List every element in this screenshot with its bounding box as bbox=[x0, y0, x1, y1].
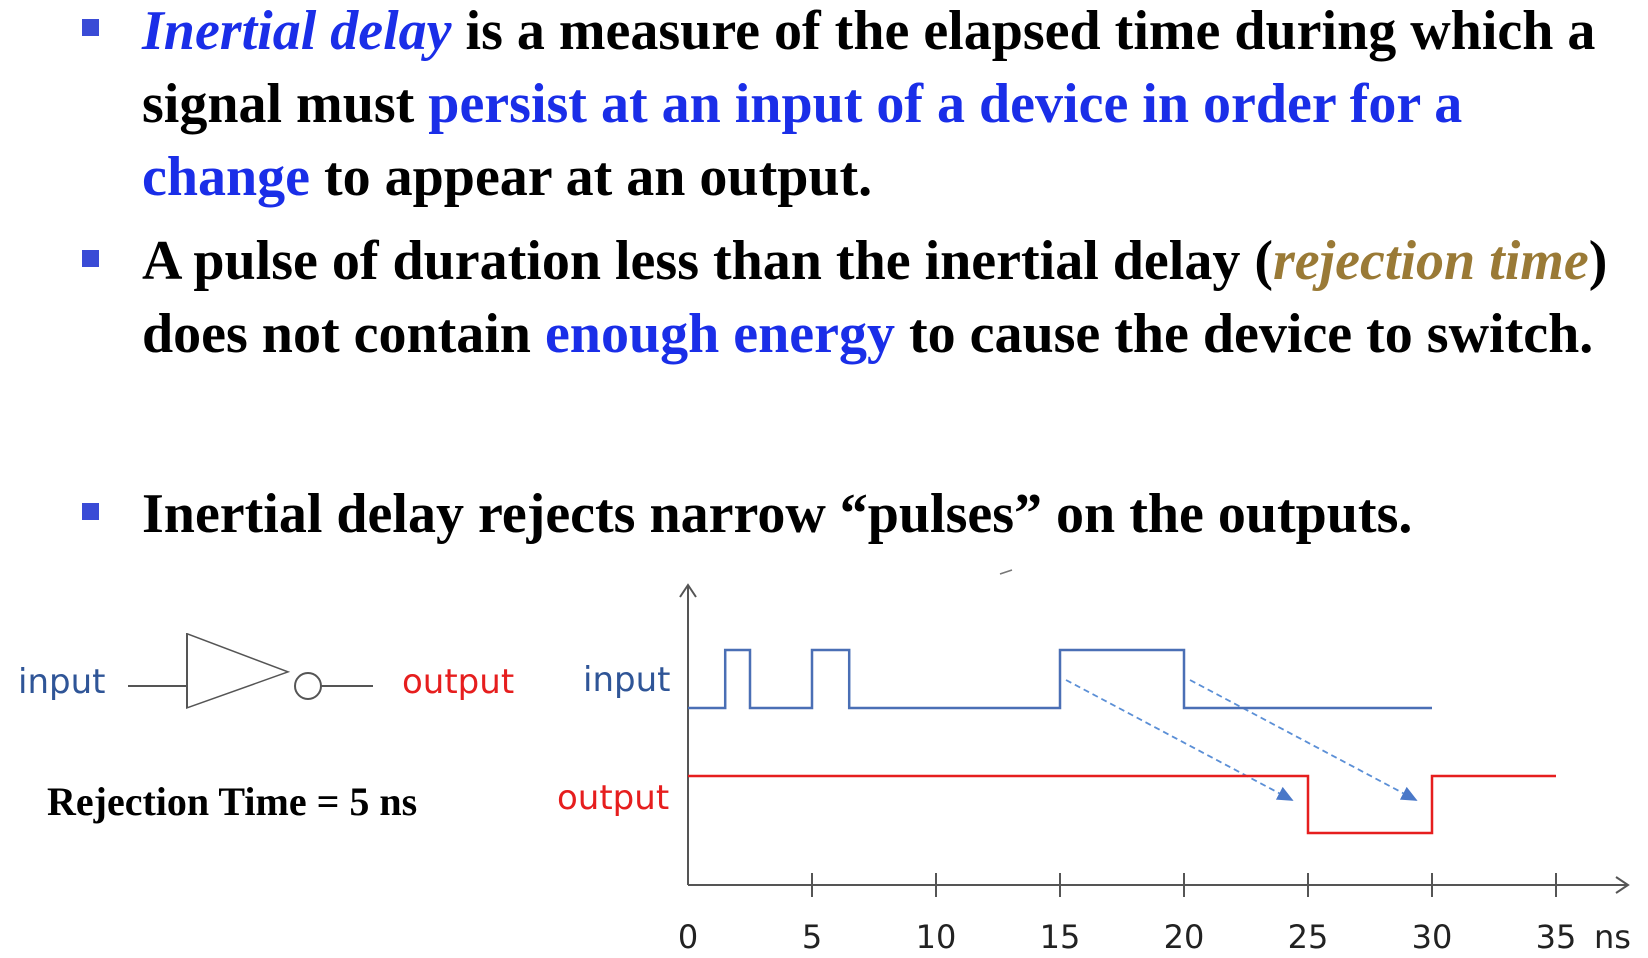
x-tick-label: 20 bbox=[1164, 918, 1205, 956]
term-rejection-time: rejection time bbox=[1272, 230, 1589, 292]
text-segment: ) does not contain bbox=[142, 230, 1608, 365]
x-tick-label: 25 bbox=[1288, 918, 1329, 956]
square-bullet-icon bbox=[82, 19, 99, 36]
x-unit-label: ns bbox=[1594, 918, 1631, 956]
x-tick-label: 15 bbox=[1040, 918, 1081, 956]
timing-input-label: input bbox=[583, 660, 671, 700]
text-segment: to appear at an output. bbox=[310, 146, 873, 208]
bullet-text: Inertial delay rejects narrow “pulses” o… bbox=[142, 478, 1642, 551]
text-segment: is a measure of the elapsed time during … bbox=[142, 0, 1596, 135]
term-inertial-delay: Inertial delay bbox=[142, 0, 452, 62]
x-tick-label: 0 bbox=[678, 918, 698, 956]
input-waveform bbox=[688, 648, 1432, 710]
inverter-icon bbox=[128, 633, 373, 710]
square-bullet-icon bbox=[82, 503, 99, 520]
timing-output-label: output bbox=[557, 778, 670, 818]
x-axis-arrow-icon bbox=[1615, 876, 1630, 894]
x-tick-label: 5 bbox=[802, 918, 822, 956]
timing-axes bbox=[679, 569, 1630, 894]
x-tick-label: 30 bbox=[1412, 918, 1453, 956]
rejection-time: Rejection Time = 5 ns bbox=[47, 779, 418, 824]
propagation-arrow bbox=[1065, 679, 1294, 801]
text-segment: Inertial delay rejects narrow “pulses” o… bbox=[142, 483, 1413, 545]
propagation-arrow bbox=[1189, 679, 1418, 801]
highlight-enough-energy: enough energy bbox=[544, 303, 895, 365]
output-waveform bbox=[688, 774, 1556, 835]
stray-mark bbox=[999, 569, 1013, 575]
gate-input-label: input bbox=[18, 662, 106, 702]
gate-output-label: output bbox=[402, 662, 515, 702]
text-segment: to cause the device to switch. bbox=[894, 303, 1594, 365]
bullet-text: A pulse of duration less than the inerti… bbox=[142, 225, 1642, 371]
x-tick-label: 35 bbox=[1536, 918, 1577, 956]
highlight-persist: persist at an input of a device in order… bbox=[142, 73, 1463, 208]
y-axis-arrow-icon bbox=[679, 583, 697, 598]
x-tick-label: 10 bbox=[916, 918, 957, 956]
bullet-text: Inertial delay is a measure of the elaps… bbox=[142, 0, 1642, 214]
square-bullet-icon bbox=[82, 250, 99, 267]
text-segment: A pulse of duration less than the inerti… bbox=[142, 230, 1273, 292]
